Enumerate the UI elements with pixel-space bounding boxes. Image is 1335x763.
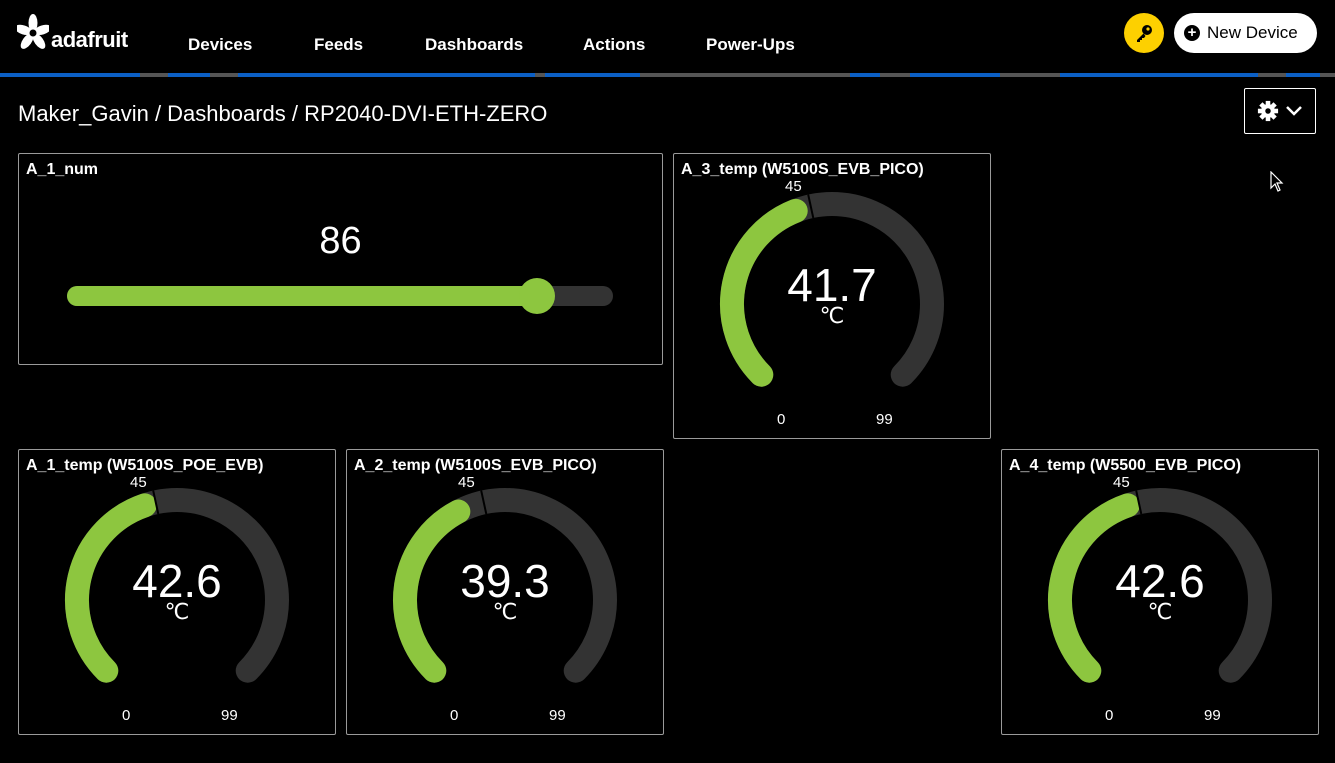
chevron-down-icon xyxy=(1286,106,1302,116)
gauge-block: A_2_temp (W5100S_EVB_PICO) 45 39.3 ℃ 0 9… xyxy=(346,449,664,735)
block-title: A_3_temp (W5100S_EVB_PICO) xyxy=(681,161,924,178)
gauge-max-label: 99 xyxy=(1204,707,1221,724)
breadcrumb: Maker_Gavin / Dashboards / RP2040-DVI-ET… xyxy=(18,101,548,126)
gauge-arc xyxy=(720,192,944,387)
gauge-min-label: 0 xyxy=(450,707,459,724)
mouse-cursor-icon xyxy=(1270,171,1284,192)
block-title: A_2_temp (W5100S_EVB_PICO) xyxy=(354,457,597,474)
header-stripe xyxy=(0,73,1335,77)
slider-thumb[interactable] xyxy=(518,278,555,314)
adafruit-logo[interactable]: adafruit xyxy=(17,13,128,53)
gauge-min-label: 0 xyxy=(777,411,786,428)
key-icon xyxy=(1137,25,1152,42)
logo-text: adafruit xyxy=(51,27,128,52)
gauge-arc xyxy=(1048,488,1272,683)
gauge-fill xyxy=(393,499,471,683)
gauge-value: 42.6 xyxy=(132,555,222,607)
gauge-max-label: 99 xyxy=(876,411,893,428)
gauge-mid-marker xyxy=(807,194,815,219)
gauge-block: A_4_temp (W5500_EVB_PICO) 45 42.6 ℃ 0 99 xyxy=(1001,449,1319,735)
gauge-mid-marker xyxy=(152,490,160,515)
gauge-arc xyxy=(65,488,289,683)
block-title: A_1_num xyxy=(26,161,99,178)
block-title: A_1_temp (W5100S_POE_EVB) xyxy=(26,457,264,474)
gear-icon xyxy=(1257,100,1279,122)
gauge-block: A_1_temp (W5100S_POE_EVB) 45 42.6 ℃ 0 99 xyxy=(18,449,336,735)
gauge-max-label: 99 xyxy=(549,707,566,724)
nav-dashboards[interactable]: Dashboards xyxy=(425,35,524,54)
gauge-mid-marker xyxy=(1135,490,1143,515)
gauge-value: 39.3 xyxy=(460,555,550,607)
gauge-arc xyxy=(393,488,617,683)
nav-feeds[interactable]: Feeds xyxy=(314,35,364,54)
gauge-block: A_3_temp (W5100S_EVB_PICO) 45 41.7 ℃ 0 9… xyxy=(673,153,991,439)
gauge-min-label: 0 xyxy=(1105,707,1114,724)
dashboard-settings-button[interactable] xyxy=(1244,88,1316,134)
slider-fill xyxy=(67,286,547,306)
gauge-mid-marker xyxy=(480,490,488,515)
gauge-mid-tick: 45 xyxy=(1113,474,1130,491)
api-key-button[interactable] xyxy=(1124,13,1164,53)
new-device-button[interactable]: + New Device xyxy=(1174,13,1317,53)
slider-value: 86 xyxy=(319,220,362,262)
top-navigation-bar: adafruit Devices Feeds Dashboards Action… xyxy=(0,0,1335,73)
block-title: A_4_temp (W5500_EVB_PICO) xyxy=(1009,457,1242,474)
gauge-mid-tick: 45 xyxy=(785,178,802,195)
gauge-min-label: 0 xyxy=(122,707,131,724)
gauge-unit: ℃ xyxy=(164,599,190,624)
adafruit-flower-icon xyxy=(17,14,49,49)
nav-devices[interactable]: Devices xyxy=(188,35,253,54)
gauge-fill xyxy=(1048,493,1140,683)
gauge-fill xyxy=(720,198,808,387)
nav-actions[interactable]: Actions xyxy=(583,35,646,54)
gauge-unit: ℃ xyxy=(1147,599,1173,624)
gauge-mid-tick: 45 xyxy=(458,474,475,491)
gauge-mid-tick: 45 xyxy=(130,474,147,491)
gauge-value: 41.7 xyxy=(787,259,877,311)
slider-block: A_1_num 86 xyxy=(18,153,663,365)
gauge-max-label: 99 xyxy=(221,707,238,724)
slider-track[interactable] xyxy=(67,278,613,314)
new-device-label: New Device xyxy=(1207,23,1298,42)
gauge-fill xyxy=(65,493,157,683)
gauge-value: 42.6 xyxy=(1115,555,1205,607)
gauge-unit: ℃ xyxy=(819,303,845,328)
plus-circle-icon: + xyxy=(1184,25,1200,41)
gauge-unit: ℃ xyxy=(492,599,518,624)
nav-power-ups[interactable]: Power-Ups xyxy=(706,35,795,54)
